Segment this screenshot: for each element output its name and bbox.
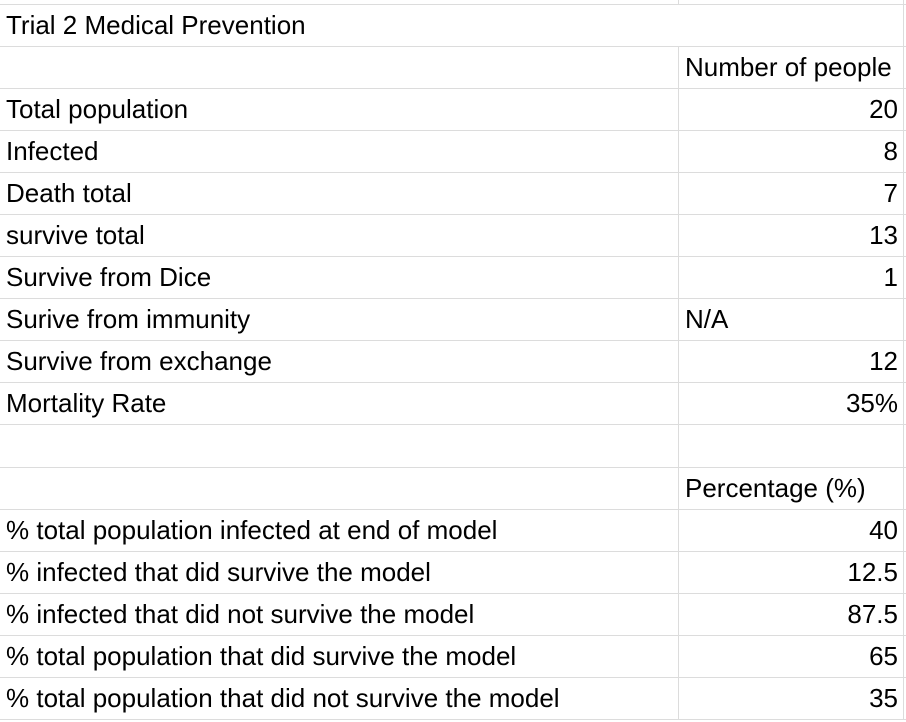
- value-cell[interactable]: [678, 425, 904, 467]
- value-cell[interactable]: 12: [678, 341, 904, 383]
- table-row: Survive from exchange 12: [0, 341, 906, 384]
- label-cell[interactable]: Infected: [6, 135, 99, 166]
- table-row: survive total 13: [0, 214, 906, 258]
- value-cell[interactable]: 87.5: [678, 593, 904, 635]
- table-row: % infected that did not survive the mode…: [0, 593, 906, 636]
- label-cell[interactable]: % total population that did survive the …: [6, 640, 517, 671]
- table-row: % total population infected at end of mo…: [0, 509, 906, 552]
- column-header-cell[interactable]: Number of people: [678, 46, 904, 88]
- table-row: % infected that did survive the model 12.…: [0, 551, 906, 594]
- table-row: Surive from immunity N/A: [0, 299, 906, 342]
- table-row: Trial 2 Medical Prevention: [0, 4, 906, 47]
- table-row: Infected 8: [0, 130, 906, 173]
- table-row: % total population that did survive the …: [0, 635, 906, 678]
- table-row: Survive from Dice 1: [0, 257, 906, 300]
- label-cell[interactable]: Surive from immunity: [6, 304, 251, 335]
- value-cell[interactable]: 12.5: [678, 551, 904, 593]
- value-cell[interactable]: 35%: [678, 383, 904, 425]
- label-cell[interactable]: [0, 468, 678, 509]
- label-cell[interactable]: Survive from exchange: [6, 346, 272, 377]
- table-row: [0, 425, 906, 468]
- value-cell[interactable]: 35: [678, 678, 904, 720]
- label-cell[interactable]: % total population infected at end of mo…: [6, 514, 498, 545]
- value-cell[interactable]: 8: [678, 130, 904, 172]
- label-cell[interactable]: Survive from Dice: [6, 262, 212, 293]
- label-cell[interactable]: [0, 47, 678, 88]
- label-cell[interactable]: Mortality Rate: [6, 388, 167, 419]
- label-cell[interactable]: % infected that did survive the model: [6, 556, 431, 587]
- value-cell[interactable]: 40: [678, 509, 904, 551]
- table-row: Mortality Rate 35%: [0, 383, 906, 426]
- label-cell[interactable]: [0, 425, 678, 466]
- value-cell[interactable]: N/A: [678, 299, 904, 341]
- value-cell[interactable]: 13: [678, 214, 904, 257]
- value-cell[interactable]: 7: [678, 172, 904, 214]
- value-cell[interactable]: 1: [678, 257, 904, 299]
- table-row: % total population that did not survive …: [0, 678, 906, 721]
- value-cell[interactable]: 20: [678, 88, 904, 130]
- table-row: Total population 20: [0, 88, 906, 131]
- value-cell[interactable]: 65: [678, 635, 904, 677]
- partial-cell: [678, 0, 904, 4]
- partial-row-top: [0, 0, 906, 5]
- column-header-cell[interactable]: Percentage (%): [678, 467, 904, 509]
- label-cell[interactable]: survive total: [6, 220, 145, 251]
- table-row: Percentage (%): [0, 467, 906, 510]
- label-cell[interactable]: Total population: [6, 93, 189, 124]
- label-cell[interactable]: % infected that did not survive the mode…: [6, 598, 475, 629]
- table-row: Number of people: [0, 46, 906, 89]
- title-cell[interactable]: Trial 2 Medical Prevention: [0, 4, 904, 46]
- label-cell[interactable]: % total population that did not survive …: [6, 683, 560, 714]
- table-row: Death total 7: [0, 172, 906, 215]
- partial-cell: [0, 0, 678, 4]
- label-cell[interactable]: Death total: [6, 177, 132, 208]
